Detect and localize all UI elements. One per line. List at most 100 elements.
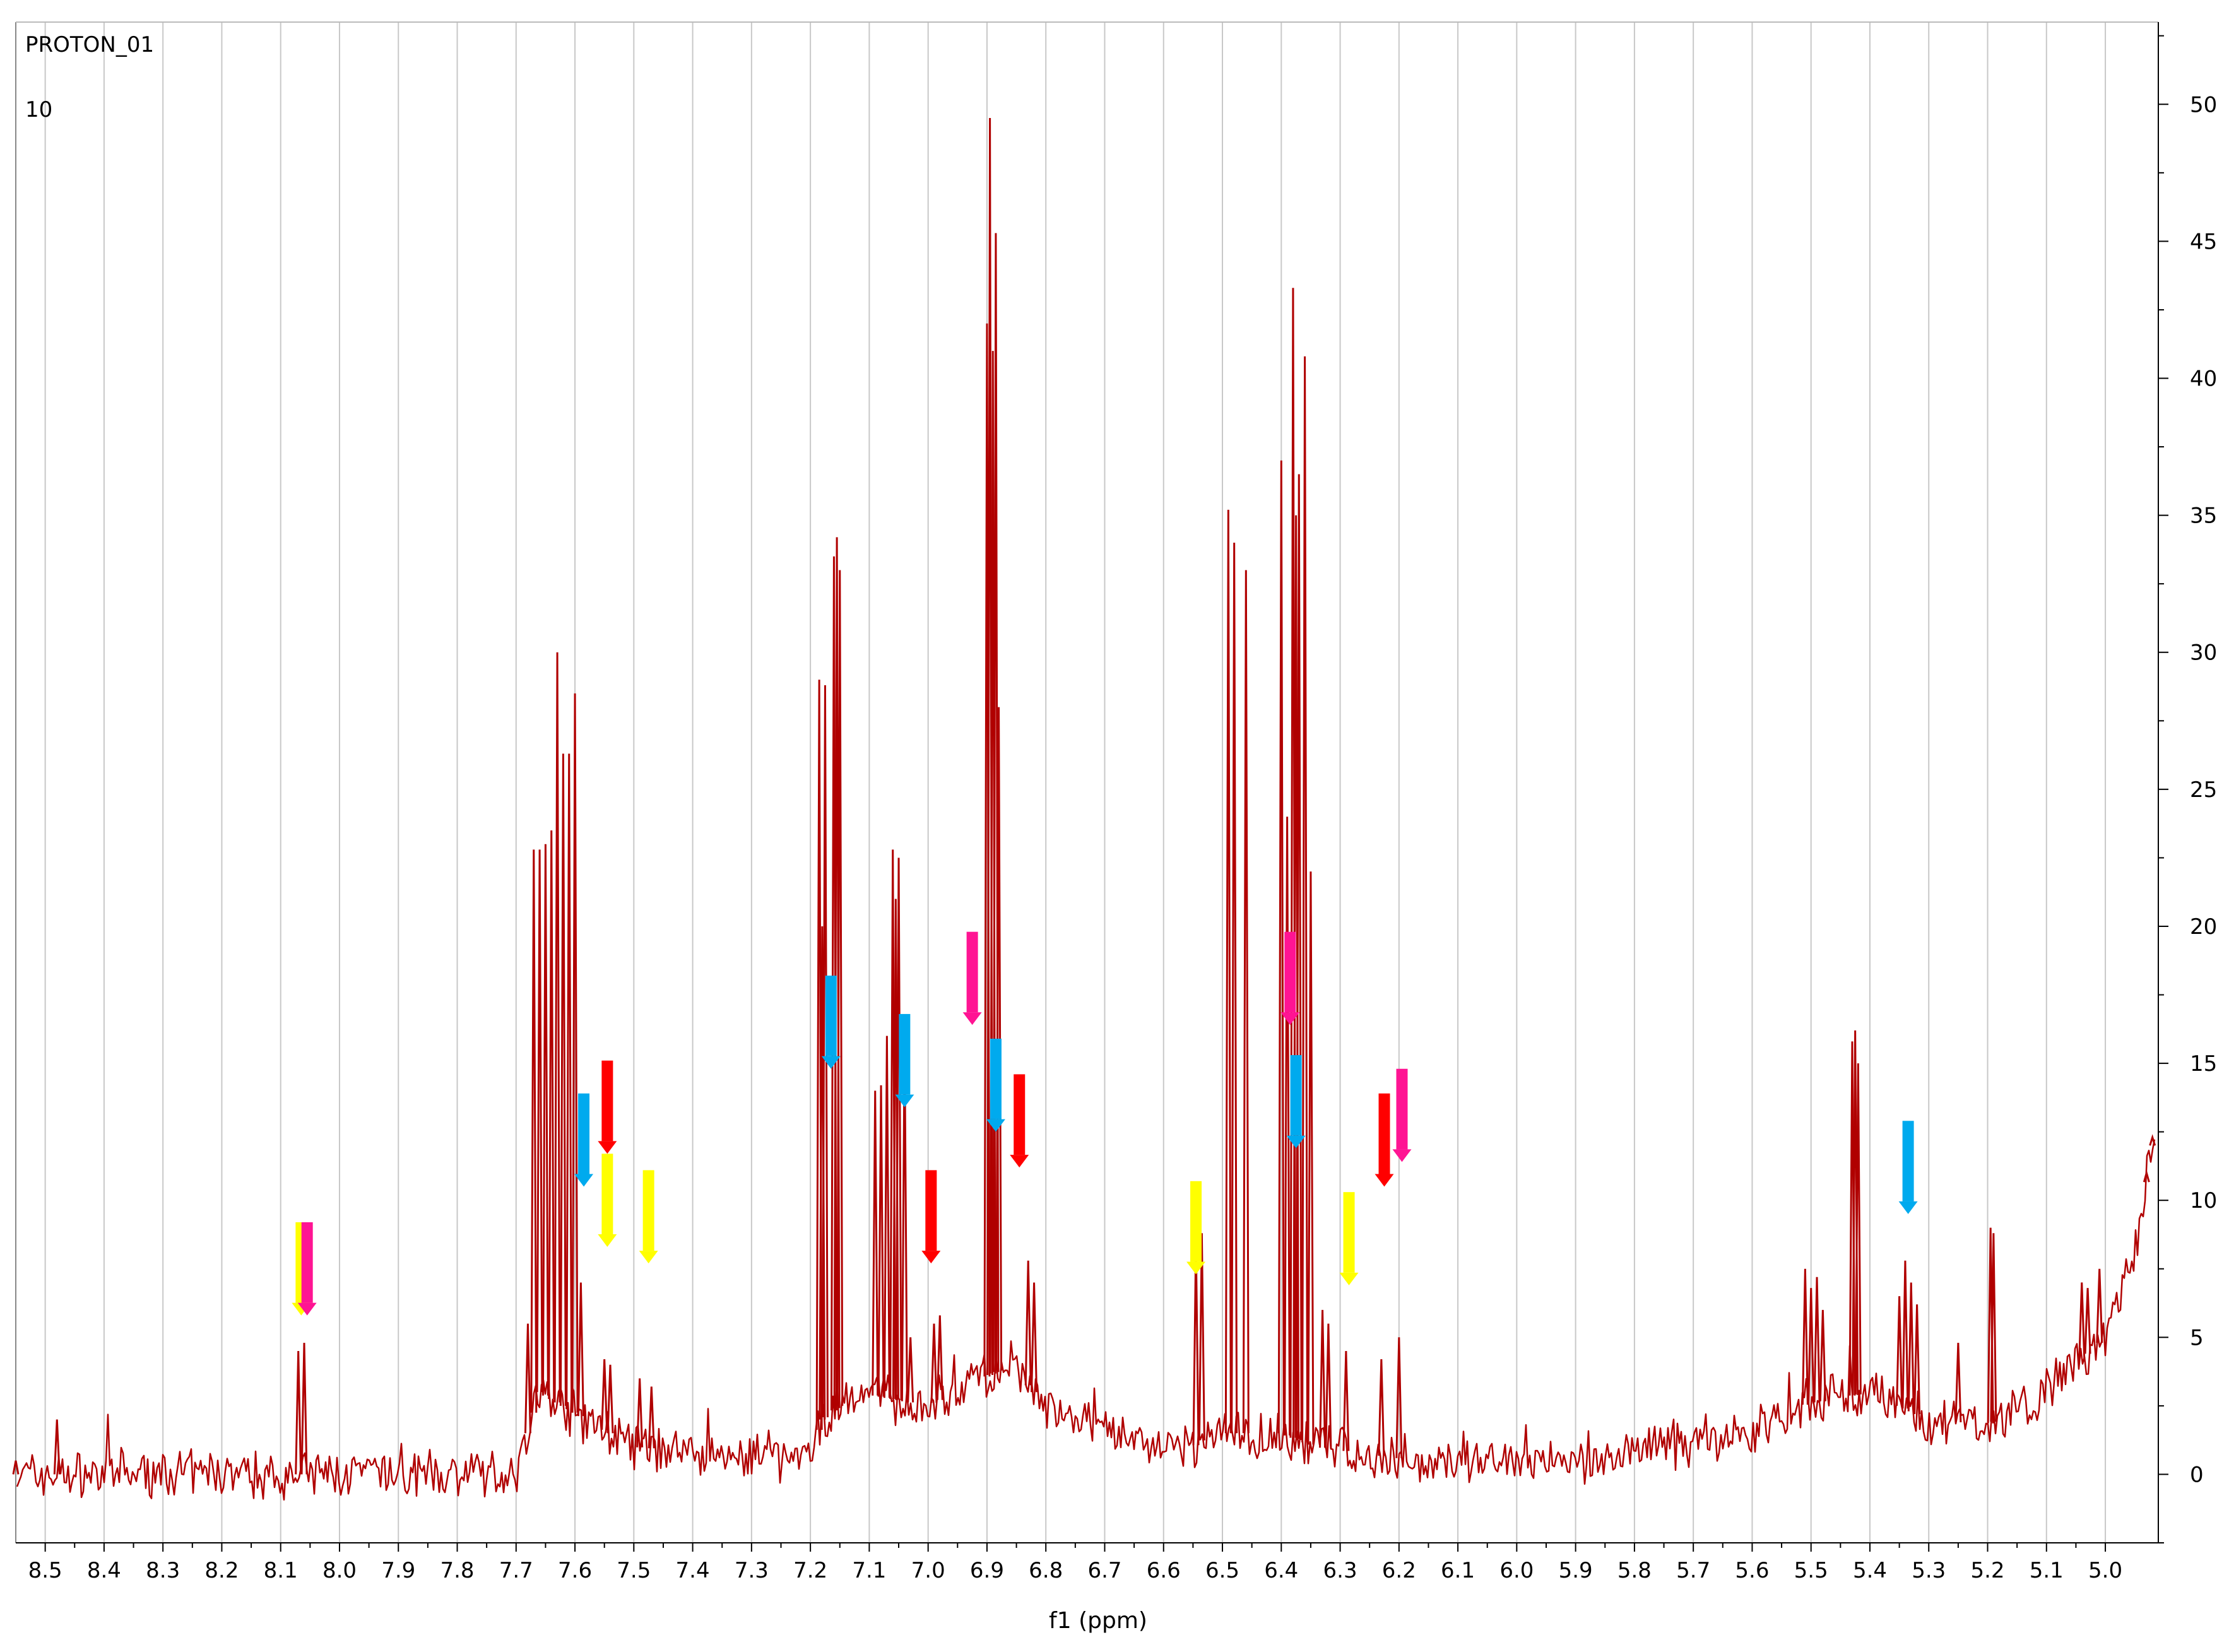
- annotation-arrow: [895, 1013, 914, 1107]
- spectrum-peak: [295, 1351, 302, 1475]
- spectrum-peak: [553, 652, 561, 1403]
- spectrum-peak: [1031, 1282, 1038, 1393]
- x-tick-label: 6.0: [1499, 1558, 1534, 1583]
- x-tick-label: 7.2: [793, 1558, 827, 1583]
- spectrum-peak: [1378, 1359, 1385, 1456]
- spectrum-peak: [647, 1386, 655, 1449]
- spectrum-peak: [1901, 1260, 1909, 1409]
- x-tick-label: 6.2: [1382, 1558, 1416, 1583]
- spectrum-peak: [1307, 871, 1315, 1445]
- x-tick-label: 5.6: [1735, 1558, 1769, 1583]
- x-tick-label: 7.1: [852, 1558, 886, 1583]
- y-tick-label: 5: [2190, 1325, 2204, 1350]
- dataset-label: PROTON_01: [25, 32, 154, 57]
- x-tick-label: 8.4: [87, 1558, 121, 1583]
- x-tick-label: 5.4: [1853, 1558, 1887, 1583]
- spectrum-peak: [1319, 1309, 1327, 1448]
- spectrum-peak: [601, 1359, 608, 1430]
- y-tick-label: 15: [2190, 1051, 2217, 1077]
- y-tick-label: 0: [2190, 1462, 2204, 1487]
- spectrum-peak: [636, 1378, 644, 1448]
- y-tick-label: 35: [2190, 504, 2217, 529]
- x-tick-label: 7.6: [558, 1558, 592, 1583]
- spectrum-peak: [559, 753, 567, 1406]
- spectrum-peak: [606, 1364, 614, 1434]
- spectrum-peak: [2149, 1134, 2156, 1146]
- annotation-arrow: [1186, 1181, 1206, 1275]
- annotation-arrow: [1898, 1121, 1918, 1214]
- y-tick-label: 45: [2190, 229, 2217, 254]
- x-tick-label: 5.1: [2030, 1558, 2064, 1583]
- annotation-arrow: [1392, 1068, 1412, 1162]
- spectrum-peak: [1284, 817, 1291, 1436]
- spectrum-peak: [883, 1035, 890, 1398]
- spectrum-peak: [2096, 1268, 2103, 1343]
- y-tick-label: 30: [2190, 640, 2217, 666]
- x-tick-label: 6.7: [1087, 1558, 1121, 1583]
- spectrum-peak: [524, 1323, 531, 1434]
- x-tick-label: 6.8: [1029, 1558, 1063, 1583]
- x-tick-label: 6.1: [1441, 1558, 1475, 1583]
- spectrum-peak: [548, 830, 555, 1400]
- x-tick-label: 6.4: [1264, 1558, 1298, 1583]
- spectrum-peak: [1395, 1337, 1403, 1458]
- x-tick-label: 8.1: [264, 1558, 298, 1583]
- spectrum-peak: [2078, 1282, 2086, 1360]
- y-tick-label: 20: [2190, 914, 2217, 940]
- spectrum-peak: [872, 1090, 879, 1396]
- spectrum-peak: [1277, 460, 1285, 1434]
- spectrum-peak: [930, 1323, 938, 1403]
- spectrum-peak: [1896, 1296, 1903, 1406]
- spectrum-peak: [936, 1315, 943, 1400]
- spectrum-peak: [530, 849, 538, 1413]
- spectrum-peak: [1224, 509, 1232, 1434]
- spectrum-peak: [1301, 356, 1309, 1443]
- annotation-arrow: [1010, 1074, 1029, 1168]
- spectrum-peak: [541, 844, 549, 1396]
- x-tick-label: 8.2: [204, 1558, 239, 1583]
- spectrum-series-line: [16, 1139, 2156, 1501]
- spectrum-peak: [1024, 1260, 1032, 1386]
- spectrum-peak: [995, 707, 1003, 1371]
- x-tick-label: 7.3: [735, 1558, 769, 1583]
- spectrum-peak: [907, 1337, 914, 1403]
- spectrum-peak: [565, 753, 573, 1410]
- spectrum-peak: [1801, 1268, 1809, 1405]
- spectrum-peak: [1242, 570, 1250, 1434]
- x-tick-label: 6.5: [1205, 1558, 1239, 1583]
- y-tick-label: 10: [2190, 1188, 2217, 1213]
- spectrum-peak: [1813, 1277, 1821, 1403]
- vertical-grid: [44, 22, 2107, 1543]
- peak-marks: [12, 117, 2156, 1475]
- x-axis-ticks: 8.5 8.4 8.3 8.2 8.1 8.0 7.9 7.8 7.7 7.6 7.5 7.4 7.3 7…: [28, 1543, 2122, 1583]
- spectrum-peak: [1954, 1342, 1962, 1422]
- x-tick-label: 7.7: [499, 1558, 533, 1583]
- spectrum-peak: [1342, 1351, 1350, 1451]
- spectrum-peak: [1231, 543, 1238, 1434]
- spectrum-peak: [1807, 1288, 1815, 1404]
- spectrum-peak: [1854, 1063, 1862, 1395]
- annotation-arrow: [297, 1222, 317, 1316]
- experiment-number: 10: [25, 97, 52, 122]
- annotation-arrow: [1339, 1192, 1359, 1285]
- x-tick-label: 6.9: [970, 1558, 1004, 1583]
- spectrum-peak: [571, 693, 579, 1413]
- spectrum-peak: [577, 1282, 584, 1417]
- x-tick-label: 5.8: [1617, 1558, 1652, 1583]
- annotation-arrow: [921, 1170, 941, 1264]
- x-tick-label: 7.5: [617, 1558, 651, 1583]
- spectrum-peak: [12, 1460, 20, 1475]
- spectrum-peak: [53, 1419, 61, 1475]
- x-tick-label: 5.0: [2088, 1558, 2122, 1583]
- y-tick-label: 25: [2190, 777, 2217, 803]
- x-tick-label: 8.5: [28, 1558, 62, 1583]
- spectrum-peak: [2084, 1288, 2091, 1354]
- annotation-arrow: [986, 1039, 1005, 1132]
- spectrum-peak: [1907, 1282, 1915, 1412]
- spectrum-peak: [1990, 1233, 1997, 1422]
- x-tick-label: 5.9: [1559, 1558, 1593, 1583]
- x-tick-label: 5.2: [1970, 1558, 2004, 1583]
- spectrum-peak: [836, 570, 844, 1406]
- annotation-arrow: [639, 1170, 658, 1264]
